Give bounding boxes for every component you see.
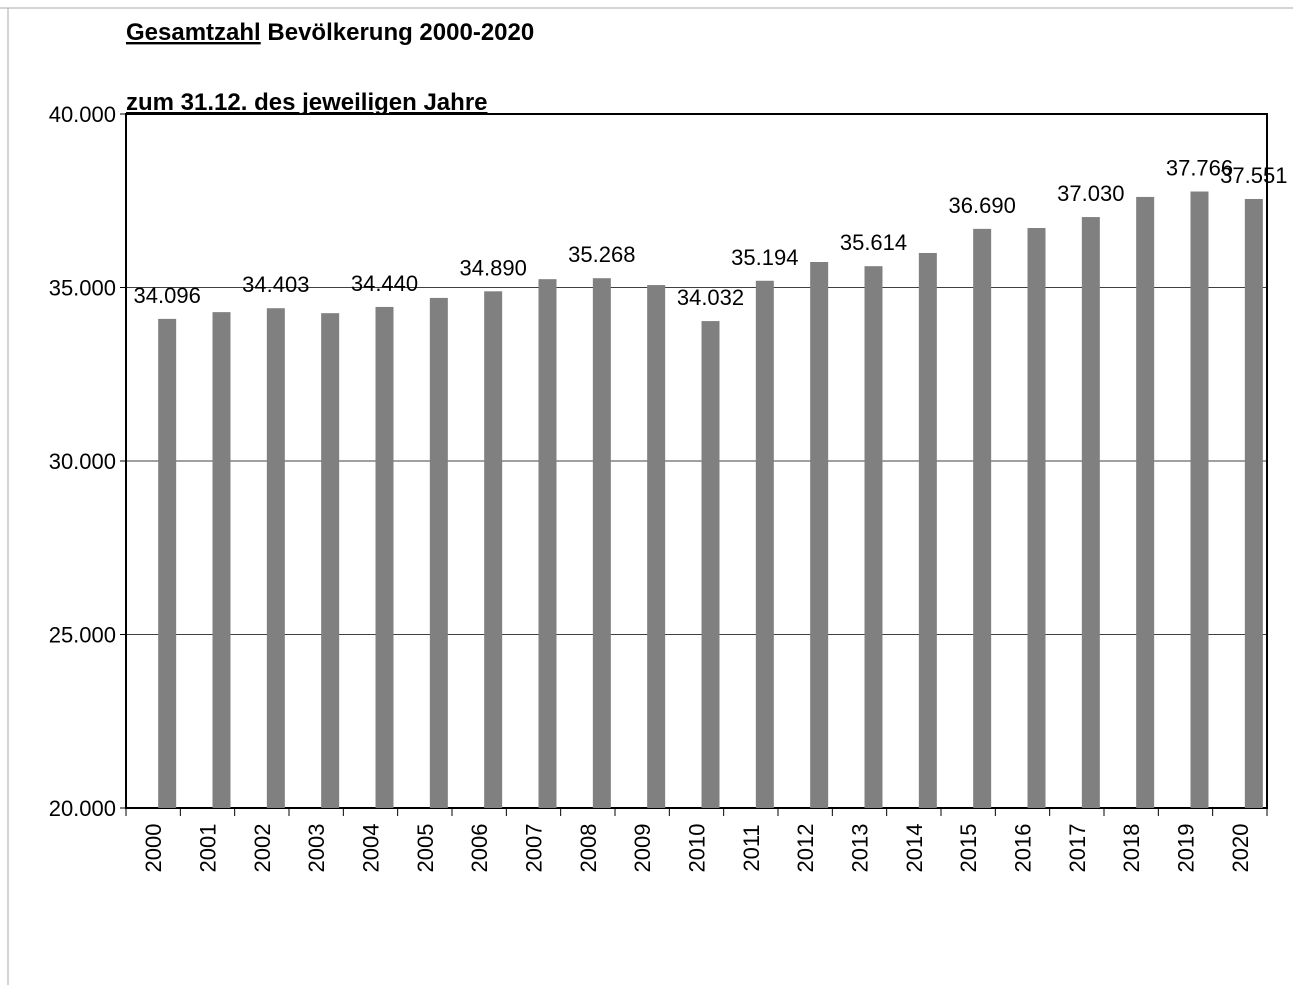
- chart-subtitle: zum 31.12. des jeweiligen Jahre: [126, 89, 488, 116]
- value-label: 34.440: [351, 271, 418, 296]
- x-tick-label: 2010: [685, 824, 710, 873]
- bar: [1244, 198, 1263, 809]
- bar: [212, 312, 231, 808]
- bar: [375, 306, 394, 808]
- bar: [1081, 217, 1100, 808]
- value-label: 36.690: [949, 193, 1016, 218]
- bar: [864, 266, 883, 808]
- bar: [701, 321, 720, 808]
- x-tick-label: 2007: [522, 824, 547, 873]
- title-underlined: Gesamtzahl: [126, 19, 261, 46]
- x-tick-label: 2014: [902, 824, 927, 873]
- bar: [810, 261, 829, 809]
- bar: [538, 279, 557, 808]
- title-rest: Bevölkerung 2000-2020: [267, 19, 534, 46]
- value-label: 34.032: [677, 285, 744, 310]
- y-tick-label: 35.000: [49, 276, 116, 301]
- value-label: 34.096: [134, 283, 201, 308]
- chart-title: Gesamtzahl Bevölkerung 2000-2020: [126, 19, 534, 46]
- x-tick-label: 2018: [1119, 824, 1144, 873]
- bar: [592, 278, 611, 808]
- x-tick-label: 2001: [196, 824, 221, 873]
- bar: [918, 252, 937, 808]
- y-tick-label: 20.000: [49, 796, 116, 821]
- value-label: 35.268: [568, 242, 635, 267]
- x-tick-label: 2019: [1174, 824, 1199, 873]
- bar: [484, 291, 503, 808]
- plot-border: [125, 113, 1268, 809]
- x-tick-label: 2017: [1065, 824, 1090, 873]
- x-tick-label: 2003: [304, 824, 329, 873]
- x-tick-label: 2009: [630, 824, 655, 873]
- bar: [266, 308, 285, 808]
- bar: [973, 228, 992, 808]
- x-tick-label: 2004: [359, 824, 384, 873]
- value-label: 34.890: [460, 255, 527, 280]
- x-tick-label: 2012: [793, 824, 818, 873]
- bar: [158, 318, 177, 808]
- y-tick-label: 40.000: [49, 102, 116, 127]
- x-tick-label: 2016: [1011, 824, 1036, 873]
- y-tick-label: 25.000: [49, 623, 116, 648]
- bar: [1027, 227, 1046, 808]
- y-tick-label: 30.000: [49, 449, 116, 474]
- x-tick-label: 2008: [576, 824, 601, 873]
- bar: [321, 313, 340, 808]
- x-tick-label: 2005: [413, 824, 438, 873]
- value-label: 34.403: [242, 272, 309, 297]
- x-tick-label: 2002: [250, 824, 275, 873]
- value-label: 35.194: [731, 245, 798, 270]
- value-label: 37.766: [1166, 156, 1233, 181]
- x-tick-label: 2000: [141, 824, 166, 873]
- value-label: 35.614: [840, 230, 907, 255]
- bar: [755, 280, 774, 808]
- bar: [1136, 196, 1155, 809]
- x-tick-label: 2006: [467, 824, 492, 873]
- bar: [1190, 191, 1209, 809]
- bar: [647, 285, 666, 808]
- x-tick-label: 2011: [739, 824, 764, 871]
- x-tick-label: 2015: [956, 824, 981, 873]
- value-label: 37.551: [1220, 163, 1287, 188]
- x-tick-label: 2013: [848, 824, 873, 873]
- bar: [429, 297, 448, 808]
- value-label: 37.030: [1057, 181, 1124, 206]
- x-tick-label: 2020: [1228, 824, 1253, 873]
